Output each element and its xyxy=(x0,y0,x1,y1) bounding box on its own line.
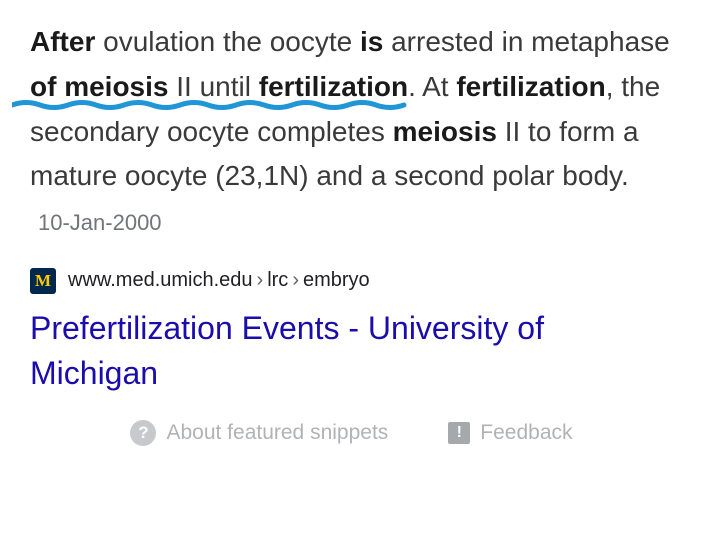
feedback-label: Feedback xyxy=(480,421,572,445)
about-snippets-label: About featured snippets xyxy=(166,421,388,445)
help-icon: ? xyxy=(130,420,156,446)
snippet-footer: ? About featured snippets ! Feedback xyxy=(30,420,673,446)
source-favicon: M xyxy=(30,268,56,294)
result-title-link[interactable]: Prefertilization Events - University of … xyxy=(30,306,673,396)
source-breadcrumb: www.med.umich.edu›lrc›embryo xyxy=(68,269,370,292)
snippet-date: 10-Jan-2000 xyxy=(38,210,162,235)
featured-snippet-text: After ovulation the oocyte is arrested i… xyxy=(30,20,673,244)
about-snippets-link[interactable]: ? About featured snippets xyxy=(130,420,388,446)
feedback-link[interactable]: ! Feedback xyxy=(448,421,572,445)
feedback-icon: ! xyxy=(448,422,470,444)
source-row[interactable]: M www.med.umich.edu›lrc›embryo xyxy=(30,268,673,294)
